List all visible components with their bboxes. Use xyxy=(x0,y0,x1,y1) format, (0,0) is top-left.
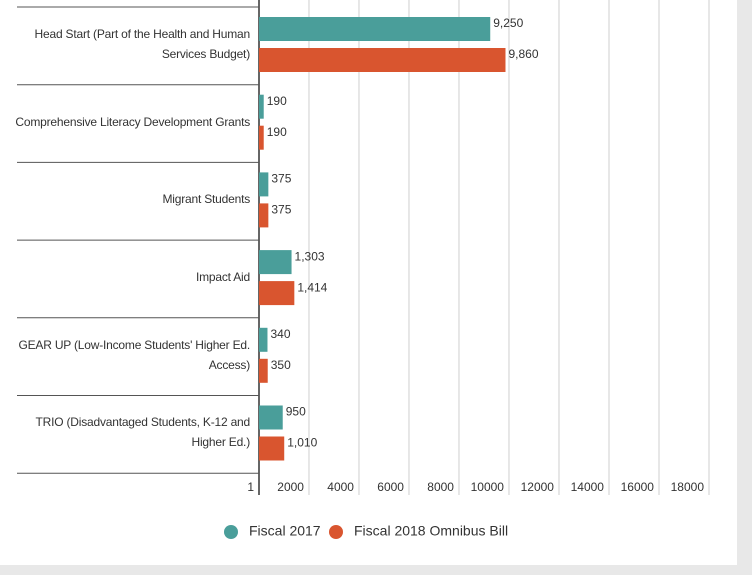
bar xyxy=(259,203,269,228)
x-tick-label: 10000 xyxy=(471,480,505,494)
x-tick-label: 14000 xyxy=(571,480,605,494)
value-label: 190 xyxy=(267,94,287,108)
category-label: Comprehensive Literacy Development Grant… xyxy=(15,114,250,129)
x-tick-label: 6000 xyxy=(377,480,404,494)
bar xyxy=(259,172,269,197)
value-label: 1,414 xyxy=(297,280,327,294)
bar xyxy=(259,17,491,41)
bar xyxy=(259,281,295,306)
bar xyxy=(259,358,268,383)
category-label: TRIO (Disadvantaged Students, K-12 and H… xyxy=(35,415,250,450)
bar xyxy=(259,436,285,461)
value-label: 350 xyxy=(271,358,291,372)
value-label: 340 xyxy=(270,327,290,341)
legend-swatch xyxy=(224,525,238,539)
bar xyxy=(259,327,268,352)
legend-label: Fiscal 2017 xyxy=(249,523,321,539)
category-label: Migrant Students xyxy=(162,192,250,207)
x-tick-label: 18000 xyxy=(671,480,705,494)
x-tick-label: 2000 xyxy=(277,480,304,494)
x-tick-label: 1 xyxy=(247,480,254,494)
value-label: 9,860 xyxy=(508,47,538,61)
x-tick-label: 16000 xyxy=(621,480,655,494)
value-label: 190 xyxy=(267,125,287,139)
x-tick-label: 8000 xyxy=(427,480,454,494)
bar xyxy=(259,405,283,430)
value-label: 375 xyxy=(271,172,291,186)
category-label: Impact Aid xyxy=(195,269,250,284)
x-tick-label: 12000 xyxy=(521,480,555,494)
bar xyxy=(259,48,506,72)
value-label: 1,303 xyxy=(295,249,325,263)
legend-swatch xyxy=(329,525,343,539)
x-tick-label: 4000 xyxy=(327,480,354,494)
value-label: 950 xyxy=(286,405,306,419)
legend-label: Fiscal 2018 Omnibus Bill xyxy=(354,523,508,539)
category-label: GEAR UP (Low-Income Students' Higher Ed.… xyxy=(18,337,250,372)
bar xyxy=(259,125,264,150)
value-label: 9,250 xyxy=(493,16,523,30)
bar xyxy=(259,250,292,275)
bar xyxy=(259,94,264,119)
card xyxy=(0,0,737,565)
value-label: 375 xyxy=(271,203,291,217)
value-label: 1,010 xyxy=(287,436,317,450)
category-label: Head Start (Part of the Health and Human… xyxy=(34,26,251,61)
